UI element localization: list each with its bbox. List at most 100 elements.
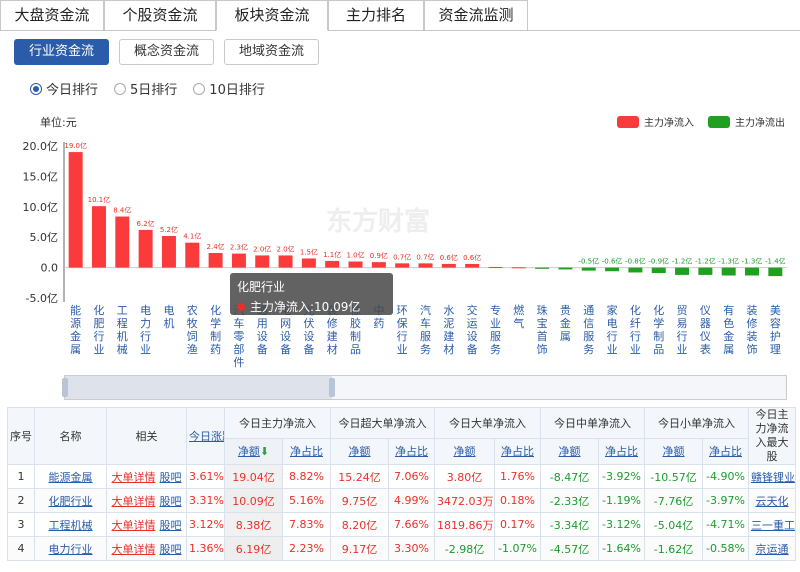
- detail-link[interactable]: 大单详情: [111, 470, 156, 484]
- cell-name[interactable]: 化肥行业: [34, 488, 107, 513]
- subheader-ratio[interactable]: 净占比: [494, 437, 541, 466]
- x-category-label[interactable]: 工程机械: [117, 304, 128, 356]
- sort-ratio-link[interactable]: 净占比: [709, 445, 742, 459]
- tab-4[interactable]: 资金流监测: [424, 0, 528, 31]
- x-category-label[interactable]: 化学制品: [653, 303, 664, 356]
- sort-change-link[interactable]: 今日涨跌幅: [189, 430, 224, 443]
- x-category-label[interactable]: 水泥建材: [443, 304, 454, 356]
- x-category-label[interactable]: 能源金属: [70, 303, 81, 356]
- x-category-label[interactable]: 仪器仪表: [700, 304, 711, 356]
- x-category-label[interactable]: 化纤行业: [630, 303, 641, 356]
- cell-top-stock[interactable]: 赣锋锂业: [748, 464, 796, 489]
- guba-link[interactable]: 股吧: [159, 518, 182, 532]
- cell-top-stock-link[interactable]: 三一重工: [751, 518, 795, 532]
- x-category-label[interactable]: 通信服务: [583, 304, 594, 356]
- detail-link[interactable]: 大单详情: [111, 542, 156, 556]
- x-category-char: 化: [653, 303, 664, 317]
- subheader-net[interactable]: 净额: [434, 437, 495, 466]
- tab-0[interactable]: 大盘资金流: [0, 0, 104, 31]
- cell-name-link[interactable]: 能源金属: [48, 470, 93, 484]
- x-category-label[interactable]: 电机: [163, 304, 174, 330]
- subheader-ratio[interactable]: 净占比: [282, 437, 331, 466]
- x-category-label[interactable]: 贵金属: [560, 304, 571, 343]
- x-category-label[interactable]: 电力行业: [140, 304, 151, 356]
- period-radio-2[interactable]: 10日排行: [193, 79, 265, 98]
- cell-name[interactable]: 能源金属: [34, 464, 107, 489]
- period-radio-1[interactable]: 5日排行: [114, 79, 177, 98]
- bar-data-label: 0.7亿: [416, 252, 434, 261]
- cell-top-stock-link[interactable]: 云天化: [755, 494, 789, 508]
- x-category-label[interactable]: 美容护理: [770, 304, 781, 356]
- cell-top-stock[interactable]: 三一重工: [748, 512, 796, 537]
- cell-top-stock[interactable]: 京运通: [748, 536, 796, 561]
- x-category-label[interactable]: 环保行业: [397, 304, 408, 356]
- guba-link[interactable]: 股吧: [159, 494, 182, 508]
- x-category-char: 业: [397, 343, 408, 356]
- x-category-char: 纤: [630, 317, 641, 330]
- tab-2[interactable]: 板块资金流: [216, 0, 328, 31]
- cell-name-link[interactable]: 电力行业: [48, 542, 93, 556]
- tab-1[interactable]: 个股资金流: [104, 0, 216, 31]
- x-category-label[interactable]: 燃气: [513, 303, 524, 330]
- x-category-label[interactable]: 有色金属: [723, 303, 734, 356]
- sort-net-link[interactable]: 净额: [348, 445, 371, 459]
- guba-link[interactable]: 股吧: [159, 470, 182, 484]
- x-category-label[interactable]: 珠宝首饰: [537, 303, 548, 356]
- subheader-ratio[interactable]: 净占比: [598, 437, 645, 466]
- x-category-char: 行: [93, 330, 104, 343]
- cell-value: -3.12%: [598, 512, 645, 537]
- x-category-label[interactable]: 农牧饲渔: [187, 303, 198, 356]
- bar: [371, 262, 386, 268]
- subheader-ratio[interactable]: 净占比: [702, 437, 749, 466]
- period-radio-0[interactable]: 今日排行: [30, 79, 98, 98]
- bar: [721, 267, 736, 276]
- guba-link[interactable]: 股吧: [159, 542, 182, 556]
- cell-related: 大单详情 股吧: [106, 488, 187, 513]
- sort-ratio-link[interactable]: 净占比: [605, 445, 638, 459]
- chart-zoom-slider[interactable]: [62, 375, 787, 400]
- detail-link[interactable]: 大单详情: [111, 494, 156, 508]
- cell-name[interactable]: 工程机械: [34, 512, 107, 537]
- zoom-handle-right[interactable]: [329, 378, 335, 397]
- detail-link[interactable]: 大单详情: [111, 518, 156, 532]
- subheader-net[interactable]: 净额: [540, 437, 599, 466]
- sort-net-link[interactable]: 净额: [662, 445, 685, 459]
- cell-top-stock-link[interactable]: 赣锋锂业: [751, 470, 795, 484]
- sort-ratio-link[interactable]: 净占比: [501, 445, 534, 459]
- x-category-label[interactable]: 贸易行业: [677, 304, 688, 356]
- subheader-ratio[interactable]: 净占比: [388, 437, 435, 466]
- cell-value: 19.04亿: [224, 464, 283, 489]
- legend-swatch: [708, 116, 730, 128]
- x-category-char: 力: [140, 317, 151, 330]
- bar: [348, 261, 363, 268]
- header-change[interactable]: 今日涨跌幅: [186, 407, 225, 465]
- zoom-handle-left[interactable]: [62, 378, 68, 397]
- x-category-label[interactable]: 家电行业: [607, 303, 618, 356]
- cell-top-stock[interactable]: 云天化: [748, 488, 796, 513]
- x-category-label[interactable]: 化学制药: [210, 303, 221, 356]
- x-category-label[interactable]: 汽车服务: [420, 303, 431, 356]
- subtab-1[interactable]: 概念资金流: [119, 39, 215, 65]
- subheader-net[interactable]: 净额: [330, 437, 389, 466]
- x-category-label[interactable]: 专业服务: [490, 303, 501, 356]
- x-category-label[interactable]: 化肥行业: [93, 303, 104, 356]
- sort-ratio-link[interactable]: 净占比: [395, 445, 428, 459]
- subtab-0[interactable]: 行业资金流: [14, 39, 110, 65]
- x-category-label[interactable]: 交运设备: [467, 303, 478, 356]
- sort-net-link[interactable]: 净额: [453, 445, 476, 459]
- sort-ratio-link[interactable]: 净占比: [290, 445, 323, 459]
- cell-name-link[interactable]: 化肥行业: [48, 494, 93, 508]
- subtab-2[interactable]: 地域资金流: [224, 39, 320, 65]
- cell-value: 3.80亿: [434, 464, 495, 489]
- x-category-label[interactable]: 装修装饰: [747, 304, 758, 356]
- sort-net-link[interactable]: 净额: [558, 445, 581, 459]
- x-category-char: 务: [583, 343, 594, 356]
- zoom-selection[interactable]: [65, 376, 332, 399]
- cell-top-stock-link[interactable]: 京运通: [755, 542, 789, 556]
- cell-name[interactable]: 电力行业: [34, 536, 107, 561]
- subheader-net[interactable]: 净额: [644, 437, 703, 466]
- cell-name-link[interactable]: 工程机械: [48, 518, 93, 532]
- sort-net-link[interactable]: 净额: [237, 445, 260, 459]
- subheader-net[interactable]: 净额⬇: [224, 437, 283, 466]
- tab-3[interactable]: 主力排名: [328, 0, 424, 31]
